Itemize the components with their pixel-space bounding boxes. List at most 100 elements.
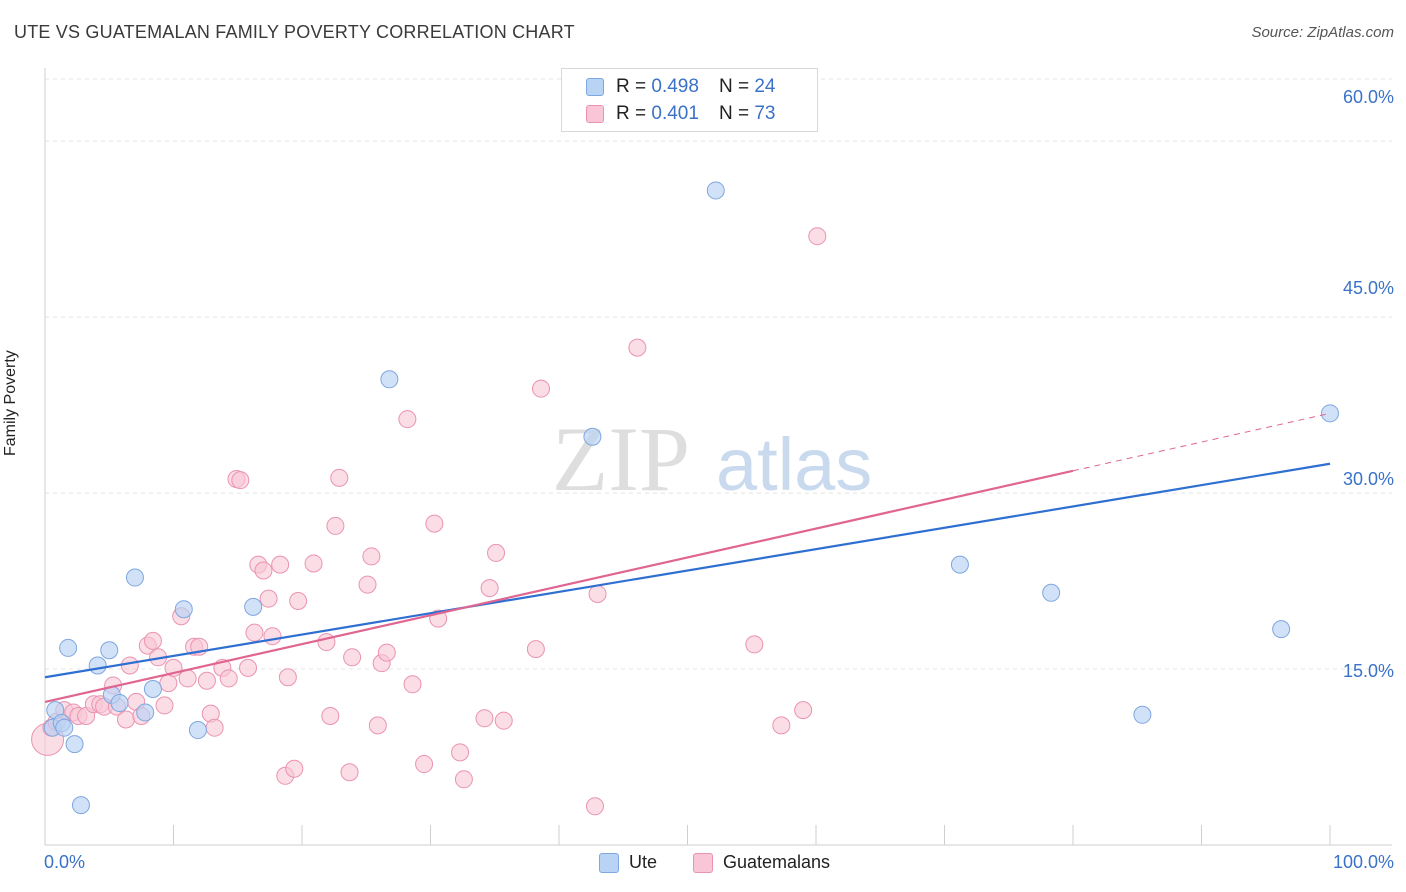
guatemalans-point: [362, 547, 381, 566]
guatemalans-point: [588, 584, 607, 603]
guatemalans-point: [808, 227, 827, 246]
legend-label-ute: Ute: [629, 852, 658, 872]
guatemalans-point: [403, 675, 422, 694]
legend-row-ute: R = 0.498 N = 24: [586, 74, 775, 100]
guatemalans-points: [31, 227, 827, 816]
watermark-zip: ZIP: [552, 408, 690, 510]
guatemalans-point: [231, 471, 250, 490]
ute-point: [71, 796, 90, 815]
ute-point: [1321, 404, 1339, 423]
x-tick-label-max: 100.0%: [1332, 852, 1394, 872]
guatemalans-point: [745, 635, 764, 654]
guatemalans-point: [285, 759, 304, 778]
watermark-atlas: atlas: [716, 423, 872, 506]
guatemalans-point: [317, 633, 336, 652]
guatemalans-point: [278, 668, 297, 687]
ute-point: [1133, 705, 1152, 724]
guatemalans-point: [772, 716, 791, 735]
guatemalans-point: [377, 643, 396, 662]
legend-item-guatemalans[interactable]: Guatemalans: [693, 852, 830, 873]
ute-point: [380, 370, 399, 389]
ute-trend-line: [44, 462, 1331, 679]
y-axis-label: Family Poverty: [2, 350, 19, 456]
r-value: 0.401: [651, 103, 699, 124]
y-tick-label: 30.0%: [1342, 469, 1394, 489]
r-label: R =: [616, 103, 647, 124]
guatemalans-point: [480, 579, 499, 598]
guatemalans-point: [425, 514, 444, 533]
guatemalans-point: [343, 648, 362, 667]
x-tick-label-min: 0.0%: [44, 852, 86, 872]
chart-title: UTE VS GUATEMALAN FAMILY POVERTY CORRELA…: [14, 22, 575, 42]
guatemalans-point: [304, 554, 323, 573]
correlation-legend: R = 0.498 N = 24 R = 0.401 N = 73: [561, 68, 818, 132]
guatemalans-point: [494, 711, 513, 730]
ute-point: [950, 555, 969, 574]
guatemalans-point: [116, 710, 135, 729]
legend-item-ute[interactable]: Ute: [599, 852, 657, 873]
guatemalans-point: [259, 589, 278, 608]
y-tick-label: 15.0%: [1342, 661, 1394, 681]
guatemalans-point: [487, 543, 506, 562]
guatemalans-point: [155, 696, 174, 715]
guatemalans-point: [143, 631, 162, 650]
guatemalans-swatch: [693, 852, 713, 873]
source-label: Source: ZipAtlas.com: [1251, 24, 1394, 41]
n-label: N =: [718, 76, 750, 97]
guatemalans-point: [451, 743, 470, 762]
guatemalans-point: [415, 755, 434, 774]
legend-row-guatemalans: R = 0.401 N = 73: [586, 101, 775, 127]
ute-point: [125, 568, 144, 587]
ute-point: [1042, 583, 1061, 602]
n-value: 24: [754, 76, 776, 97]
guatemalans-point: [178, 669, 197, 688]
ute-point: [100, 641, 119, 660]
guatemalans-point: [358, 575, 377, 594]
guatemalans-point: [526, 640, 545, 659]
guatemalans-point: [197, 671, 216, 690]
guatemalans-point: [340, 763, 359, 782]
y-tick-label: 60.0%: [1342, 87, 1394, 107]
guatemalans-point: [326, 516, 345, 535]
legend-label-guatemalans: Guatemalans: [723, 852, 831, 872]
guatemalans-point: [330, 468, 349, 487]
guatemalans-point: [368, 716, 387, 735]
ute-point: [583, 427, 602, 446]
ute-point: [188, 721, 207, 740]
guatemalans-point: [321, 706, 340, 725]
ute-swatch: [599, 852, 619, 873]
guatemalans-point: [475, 709, 494, 728]
ute-point: [174, 600, 193, 619]
guatemalans-point: [628, 338, 647, 357]
n-label: N =: [718, 103, 750, 124]
r-label: R =: [616, 76, 647, 97]
guatemalans-point: [219, 669, 238, 688]
guatemalans-point: [532, 379, 551, 398]
guatemalans-point: [454, 770, 473, 789]
ute-points: [43, 181, 1339, 815]
ute-point: [88, 656, 107, 675]
guatemalans-point: [398, 410, 417, 429]
guatemalans-trend-extension: [1072, 412, 1331, 472]
guatemalans-point: [254, 561, 273, 580]
guatemalans-point: [794, 701, 813, 720]
guatemalans-swatch: [586, 105, 604, 123]
series-legend: Ute Guatemalans: [0, 852, 1406, 876]
guatemalans-point: [289, 592, 308, 611]
ute-point: [65, 735, 84, 754]
guatemalans-point: [159, 674, 178, 693]
grid-lines: [45, 78, 1392, 670]
guatemalans-point: [585, 797, 604, 816]
trend-lines: [44, 412, 1331, 703]
ute-point: [244, 597, 263, 616]
r-value: 0.498: [651, 76, 699, 97]
ute-point: [1272, 620, 1291, 639]
y-tick-label: 45.0%: [1342, 278, 1394, 298]
ute-point: [59, 638, 78, 657]
ute-point: [110, 694, 129, 713]
ute-point: [136, 703, 155, 722]
ute-swatch: [586, 78, 604, 96]
ute-point: [143, 679, 162, 698]
guatemalans-point: [120, 656, 139, 675]
